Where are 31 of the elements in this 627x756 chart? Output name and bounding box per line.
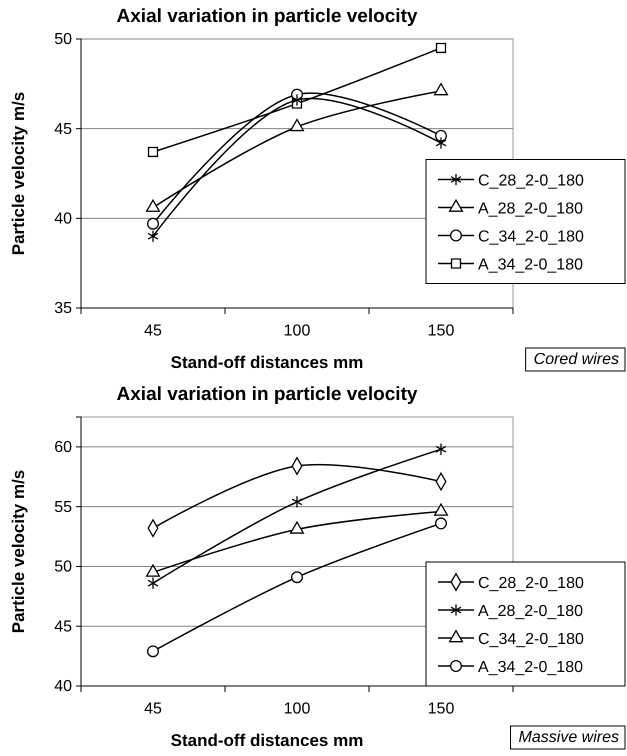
x-tick-label: 100 [284, 322, 310, 340]
y-tick-label: 35 [54, 300, 72, 318]
text: Cored wires [534, 351, 619, 368]
y-tick-label: 50 [54, 31, 72, 48]
y-tick-label: 45 [54, 120, 72, 138]
y-tick-label: 45 [54, 618, 72, 636]
legend-label: C_34_2-0_180 [478, 228, 584, 246]
chart-title: Axial variation in particle velocity [116, 384, 418, 405]
y-tick-label: 55 [54, 498, 72, 516]
x-tick-label: 150 [428, 322, 454, 340]
legend-label: C_28_2-0_180 [478, 172, 584, 190]
y-tick-label: 60 [54, 439, 72, 456]
legend-label: C_28_2-0_180 [478, 575, 584, 592]
y-tick-label: 40 [54, 678, 72, 696]
legend-label: A_34_2-0_180 [478, 256, 584, 274]
x-tick-label: 150 [428, 700, 454, 718]
x-axis-title: Stand-off distances mm [170, 731, 364, 750]
text: Massive wires [518, 729, 619, 746]
chart-title: Axial variation in particle velocity [116, 6, 418, 27]
x-tick-label: 100 [284, 700, 310, 718]
x-tick-label: 45 [144, 700, 162, 718]
y-tick-label: 40 [54, 210, 72, 228]
y-tick-label: 50 [54, 558, 72, 576]
legend-label: C_34_2-0_180 [478, 631, 584, 648]
y-axis-title: Particle velocity m/s [9, 92, 28, 256]
x-axis-title: Stand-off distances mm [170, 353, 364, 372]
legend-label: A_28_2-0_180 [478, 200, 584, 218]
y-axis-title: Particle velocity m/s [9, 470, 28, 634]
legend-label: A_28_2-0_180 [478, 603, 584, 620]
x-tick-label: 45 [144, 322, 162, 340]
legend-label: A_34_2-0_180 [478, 659, 584, 676]
